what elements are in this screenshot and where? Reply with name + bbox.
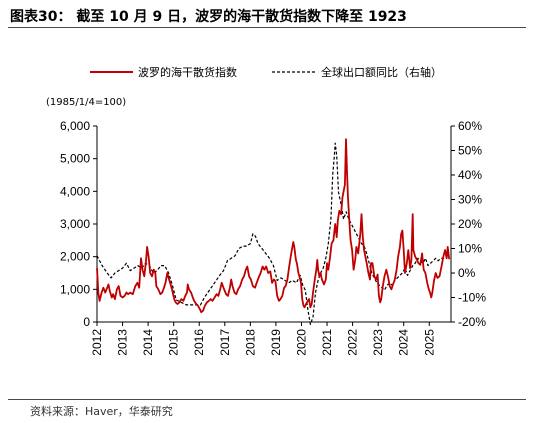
x-tick-label: 2024 [397, 329, 411, 356]
series-line-global-exports-yoy [96, 142, 447, 325]
legend-exports-label: 全球出口额同比（右轴） [321, 65, 442, 79]
right-tick-label: 30% [458, 193, 482, 207]
left-tick-label: 4,000 [60, 184, 90, 198]
source-divider [8, 399, 526, 400]
series-layer [96, 138, 451, 325]
left-tick-label: 3,000 [60, 217, 90, 231]
right-tick-label: -20% [458, 315, 486, 329]
x-tick-label: 2015 [167, 329, 181, 356]
x-tick-label: 2017 [218, 329, 232, 356]
right-tick-label: 60% [458, 119, 482, 133]
x-tick-label: 2020 [294, 329, 308, 356]
x-tick-label: 2012 [90, 329, 104, 356]
left-tick-label: 1,000 [60, 282, 90, 296]
left-tick-label: 0 [83, 315, 90, 329]
left-tick-label: 5,000 [60, 152, 90, 166]
source-note: 资料来源：Haver，华泰研究 [30, 405, 173, 418]
right-tick-label: -10% [458, 291, 486, 305]
legend-bdi-label: 波罗的海干散货指数 [138, 65, 237, 79]
x-tick-label: 2021 [320, 329, 334, 356]
right-tick-label: 40% [458, 168, 482, 182]
x-tick-label: 2019 [269, 329, 283, 356]
x-tick-label: 2016 [192, 329, 206, 356]
series-line-bdi [96, 138, 451, 314]
x-tick-label: 2025 [422, 329, 436, 356]
right-tick-label: 10% [458, 242, 482, 256]
bdi-vs-global-exports-chart: 波罗的海干散货指数 全球出口额同比（右轴） 0 1,000 2,000 3,000 4,… [60, 65, 486, 356]
title-divider [8, 27, 526, 28]
right-tick-label: 20% [458, 217, 482, 231]
right-tick-label: 0% [458, 266, 476, 280]
right-tick-label: 50% [458, 144, 482, 158]
legend: 波罗的海干散货指数 全球出口额同比（右轴） [90, 65, 442, 79]
x-tick-label: 2022 [346, 329, 360, 356]
left-axis-unit-label: (1985/1/4=100) [46, 97, 127, 108]
x-tick-label: 2023 [371, 329, 385, 356]
axes: 0 1,000 2,000 3,000 4,000 5,000 6,000 -20% -10% 0… [60, 119, 486, 356]
x-tick-label: 2018 [243, 329, 257, 356]
chart-title: 图表30： 截至 10 月 9 日，波罗的海干散货指数下降至 1923 [10, 9, 407, 25]
left-tick-label: 2,000 [60, 250, 90, 264]
x-tick-label: 2014 [141, 329, 155, 356]
left-tick-label: 6,000 [60, 119, 90, 133]
x-tick-label: 2013 [116, 329, 130, 356]
